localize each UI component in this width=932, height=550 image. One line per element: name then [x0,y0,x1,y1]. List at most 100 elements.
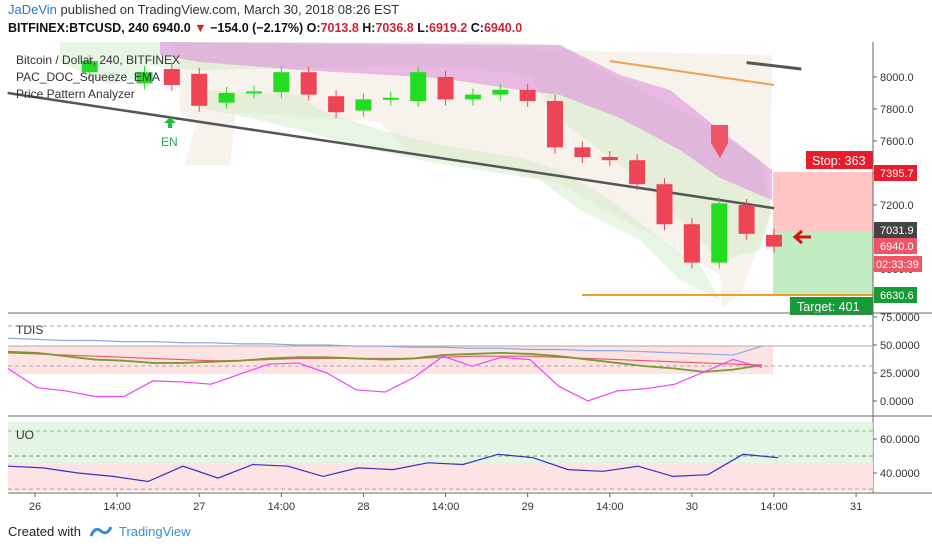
candle-up[interactable] [410,72,427,101]
price-pane[interactable]: EN Bitcoin / Dollar, 240, BITFINEX PAC_D… [7,42,873,315]
legend-indicator-2: Price Pattern Analyzer [16,87,135,101]
time-tick-label: 31 [850,501,862,513]
time-tick-label: 30 [686,501,698,513]
stop-level-label-bg [874,165,917,181]
candle-down[interactable] [656,184,673,225]
close-value: 6940.0 [483,21,523,35]
time-tick-label: 14:00 [596,501,624,513]
tradingview-logo-icon [89,524,113,541]
countdown-label-bg [874,256,922,272]
uo-tick-label: 40.0000 [880,468,920,480]
candle-down[interactable] [328,96,345,113]
entry-marker-label: EN [161,135,178,149]
low-label: L: [417,21,430,35]
candle-up[interactable] [81,61,98,73]
candle-down[interactable] [683,224,700,263]
tdis-tick-label: 0.0000 [880,396,914,408]
high-value: 7036.8 [375,21,414,35]
time-tick-label: 28 [357,501,369,513]
close-label: C: [470,21,484,35]
target-zone [773,231,873,295]
stop-level-label: 7395.7 [880,168,914,180]
price-tick-label: 7600.0 [880,136,914,148]
candle-down[interactable] [163,69,180,85]
last-price: 6940.0 [152,21,191,35]
price-tick-label: 8000.0 [880,72,914,84]
candle-down[interactable] [629,160,646,185]
last-price-label-bg [874,238,917,254]
candle-up[interactable] [382,97,399,100]
candle-down[interactable] [547,101,564,148]
candle-down[interactable] [437,77,454,100]
footer: Created with TradingView [8,524,191,541]
brand-link[interactable]: TradingView [118,524,191,539]
pac-band [160,42,772,200]
candle-down[interactable] [601,157,618,161]
time-tick-label: 14:00 [760,501,788,513]
candle-up[interactable] [245,91,262,94]
last-price-label: 6940.0 [880,241,914,253]
candle-up[interactable] [355,99,372,111]
uo-band-green [8,422,873,463]
candle-up[interactable] [492,89,509,95]
tdis-series-line [7,355,763,402]
tdis-pane[interactable]: TDIS 75.0000 50.0000 25.0000 0.0000 [7,312,920,408]
uo-title: UO [16,428,34,442]
legend-indicator-1: PAC_DOC_Squeeze_EMA [16,70,160,84]
symbol-ohlc-header: BITFINEX:BTCUSD, 240 6940.0 ▼ −154.0 (−2… [8,21,522,35]
entry-level-label: 7031.9 [880,225,914,237]
high-label: H: [362,21,376,35]
candle-up[interactable] [273,72,290,93]
candle-down[interactable] [300,72,317,95]
tdis-tick-label: 75.0000 [880,312,920,324]
candle-up[interactable] [136,72,153,84]
price-axis[interactable]: 8000.07800.07600.07400.07200.07000.06800… [872,42,922,493]
price-tick-label: 7800.0 [880,104,914,116]
tdis-tick-label: 25.0000 [880,368,920,380]
publish-header: JaDeVin published on TradingView.com, Ma… [8,2,399,17]
buy-signal-arrow-icon [164,117,176,128]
target-level-label-bg [874,287,917,303]
tdis-series-line [7,352,763,366]
down-arrow-icon: ▼ [194,21,207,35]
time-tick-label: 14:00 [432,501,460,513]
entry-level-label-bg [874,222,917,238]
time-tick-label: 14:00 [268,501,296,513]
sell-signal-arrow-icon [711,125,728,158]
time-tick-label: 14:00 [103,501,131,513]
author-name[interactable]: JaDeVin [8,2,57,17]
uo-pane[interactable]: UO 60.0000 40.0000 [7,422,920,491]
created-with-label: Created with [8,524,81,539]
trend-line-upper[interactable] [746,61,802,71]
candle-down[interactable] [519,89,536,101]
time-tick-label: 29 [522,501,534,513]
stop-zone [773,172,873,231]
tdis-series-line [7,350,763,373]
price-tick-label: 7200.0 [880,200,914,212]
red-arrow-icon [792,229,811,245]
tdis-title: TDIS [16,323,43,337]
candle-up[interactable] [218,93,235,103]
target-tag-text: Target: 401 [797,300,860,314]
open-value: 7013.8 [320,21,359,35]
time-tick-label: 27 [193,501,205,513]
candle-down[interactable] [738,205,755,234]
trend-line-lower[interactable] [7,91,775,210]
candle-up[interactable] [711,203,728,263]
published-text: published on TradingView.com, March 30, … [60,2,400,17]
stop-tag-text: Stop: 363 [812,154,866,168]
low-value: 6919.2 [429,21,468,35]
candles-group [81,55,782,269]
candle-down[interactable] [191,73,208,106]
tdis-series-line [7,337,763,356]
cloud-green-lower [200,90,720,300]
candle-down[interactable] [574,147,591,157]
tdis-tick-label: 50.0000 [880,340,920,352]
time-axis[interactable]: 26 14:00 27 14:00 28 14:00 29 14:00 30 14:00 31 [29,493,862,513]
open-label: O: [306,21,321,35]
uo-tick-label: 60.0000 [880,434,920,446]
countdown-label: 02:33:39 [876,259,919,271]
candle-up[interactable] [464,94,481,100]
candle-down[interactable] [765,234,782,247]
